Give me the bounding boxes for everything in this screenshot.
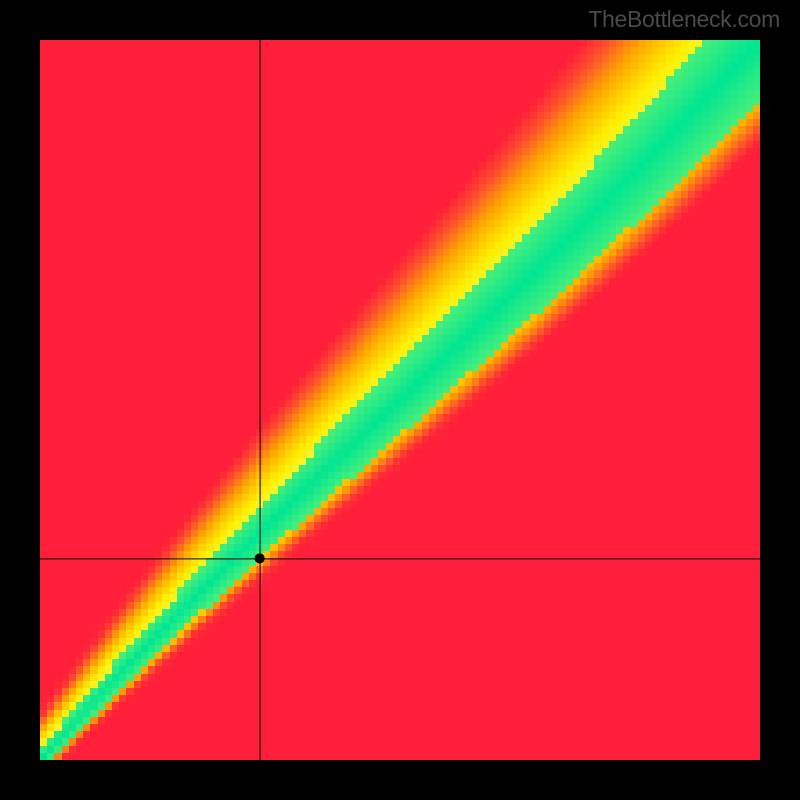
bottleneck-heatmap <box>40 40 760 760</box>
chart-container: TheBottleneck.com <box>0 0 800 800</box>
attribution-text: TheBottleneck.com <box>588 6 780 33</box>
